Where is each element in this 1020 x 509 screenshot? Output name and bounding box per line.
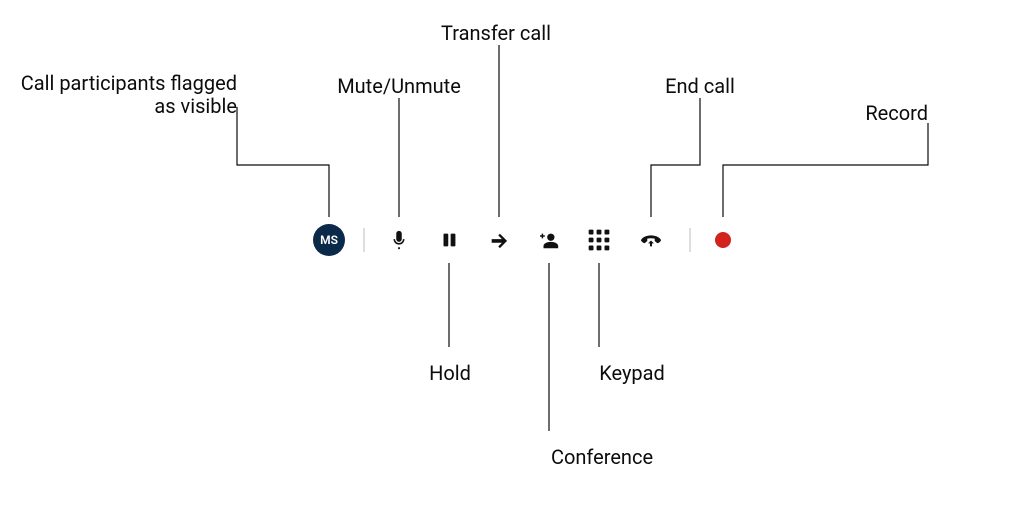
conference-icon[interactable] [540,234,558,249]
record-icon[interactable] [715,232,731,248]
keypad-icon[interactable] [589,230,610,251]
annotation-label-endcall: End call [665,74,735,98]
leader-line [651,98,700,217]
annotation-label-transfer: Transfer call [441,21,551,45]
annotation-label-participants: Call participants flaggedas visible [21,71,237,118]
leader-line [723,123,928,217]
annotation-label-keypad: Keypad [599,361,665,385]
annotation-label-hold: Hold [429,361,471,385]
annotation-label-record: Record [865,101,928,125]
annotation-label-mute: Mute/Unmute [337,74,461,98]
hold-icon[interactable] [444,234,456,247]
mute-icon[interactable] [394,231,405,249]
participants-avatar-initials: MS [320,233,338,247]
end-call-icon[interactable] [641,235,661,246]
participants-avatar[interactable]: MS [313,224,345,256]
leader-line [237,107,329,217]
transfer-icon[interactable] [492,234,507,248]
annotation-label-conference: Conference [551,445,653,469]
